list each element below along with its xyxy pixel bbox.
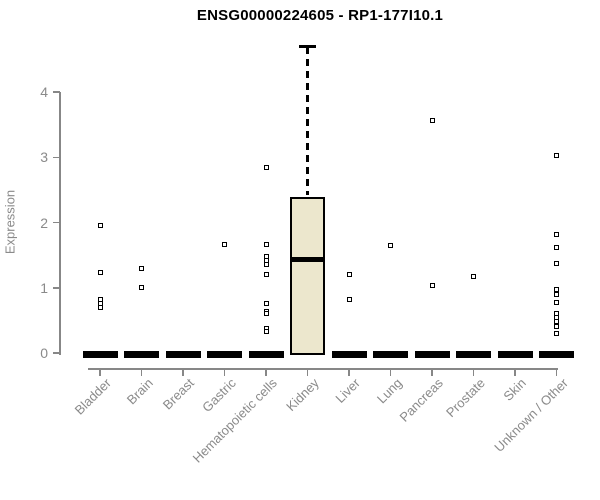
outlier-point-hematopoietic-cells [263,272,269,278]
x-tick [389,369,392,376]
y-tick [53,352,60,354]
collapsed-box-prostate [456,351,491,358]
y-tick-label: 4 [40,84,48,100]
outlier-point-hematopoietic-cells [263,262,269,268]
x-tick [99,369,101,376]
y-axis-line [59,92,61,355]
outlier-point-liver [346,296,352,302]
outlier-point-unknown-other [554,152,559,158]
y-tick [53,156,60,158]
x-tick [306,369,309,376]
collapsed-box-brain [124,351,159,358]
x-tick [514,369,516,376]
x-axis-line [88,368,558,370]
y-tick [53,221,60,224]
whisker-kidney [306,47,309,196]
outlier-point-liver [346,272,352,278]
collapsed-box-lung [373,351,408,358]
outlier-point-unknown-other [554,319,559,325]
x-tick [348,369,350,376]
collapsed-box-breast [165,351,201,358]
x-tick [182,369,184,376]
outlier-point-hematopoietic-cells [263,242,269,248]
outlier-point-hematopoietic-cells [263,253,269,259]
x-tick [472,369,475,376]
box-kidney [290,197,325,355]
y-tick [53,91,60,93]
x-tick [555,369,558,376]
outlier-point-bladder [97,223,103,229]
y-tick-label: 3 [40,149,48,166]
collapsed-box-liver [331,351,367,358]
y-tick-label: 0 [40,345,48,361]
outlier-point-unknown-other [554,300,559,306]
collapsed-box-gastric [207,351,242,358]
median-line-kidney [290,257,325,262]
collapsed-box-unknown-other [539,351,574,358]
y-tick-label: 1 [40,279,48,296]
x-tick [265,369,267,376]
collapsed-box-skin [497,351,533,358]
outlier-point-unknown-other [554,261,559,267]
y-axis-label: Expression [2,189,18,255]
outlier-point-unknown-other [554,330,559,336]
outlier-point-hematopoietic-cells [263,165,269,171]
outlier-point-unknown-other [554,245,559,251]
outlier-point-hematopoietic-cells [263,311,269,317]
outlier-point-pancreas [429,283,435,289]
outlier-point-unknown-other [554,323,559,329]
outlier-point-brain [139,265,144,271]
outlier-point-bladder [97,270,103,276]
x-tick [431,369,433,376]
outlier-point-gastric [222,241,227,247]
chart-title: ENSG00000224605 - RP1-177I10.1 [196,7,444,24]
outlier-point-brain [139,284,144,290]
x-tick [140,369,143,376]
outlier-point-prostate [471,274,476,280]
outlier-point-unknown-other [554,286,559,292]
y-tick-label: 2 [40,214,48,231]
collapsed-box-bladder [82,351,118,358]
outlier-point-hematopoietic-cells [263,328,269,334]
outlier-point-pancreas [429,118,435,124]
outlier-point-bladder [97,304,103,310]
outlier-point-unknown-other [554,291,559,297]
whisker-cap-kidney [299,45,316,48]
collapsed-box-hematopoietic-cells [248,351,284,358]
x-tick [223,369,226,376]
y-tick [53,287,60,289]
collapsed-box-pancreas [414,351,450,358]
outlier-point-unknown-other [554,314,559,320]
outlier-point-lung [388,243,393,249]
outlier-point-unknown-other [554,231,559,237]
outlier-point-hematopoietic-cells [263,300,269,306]
